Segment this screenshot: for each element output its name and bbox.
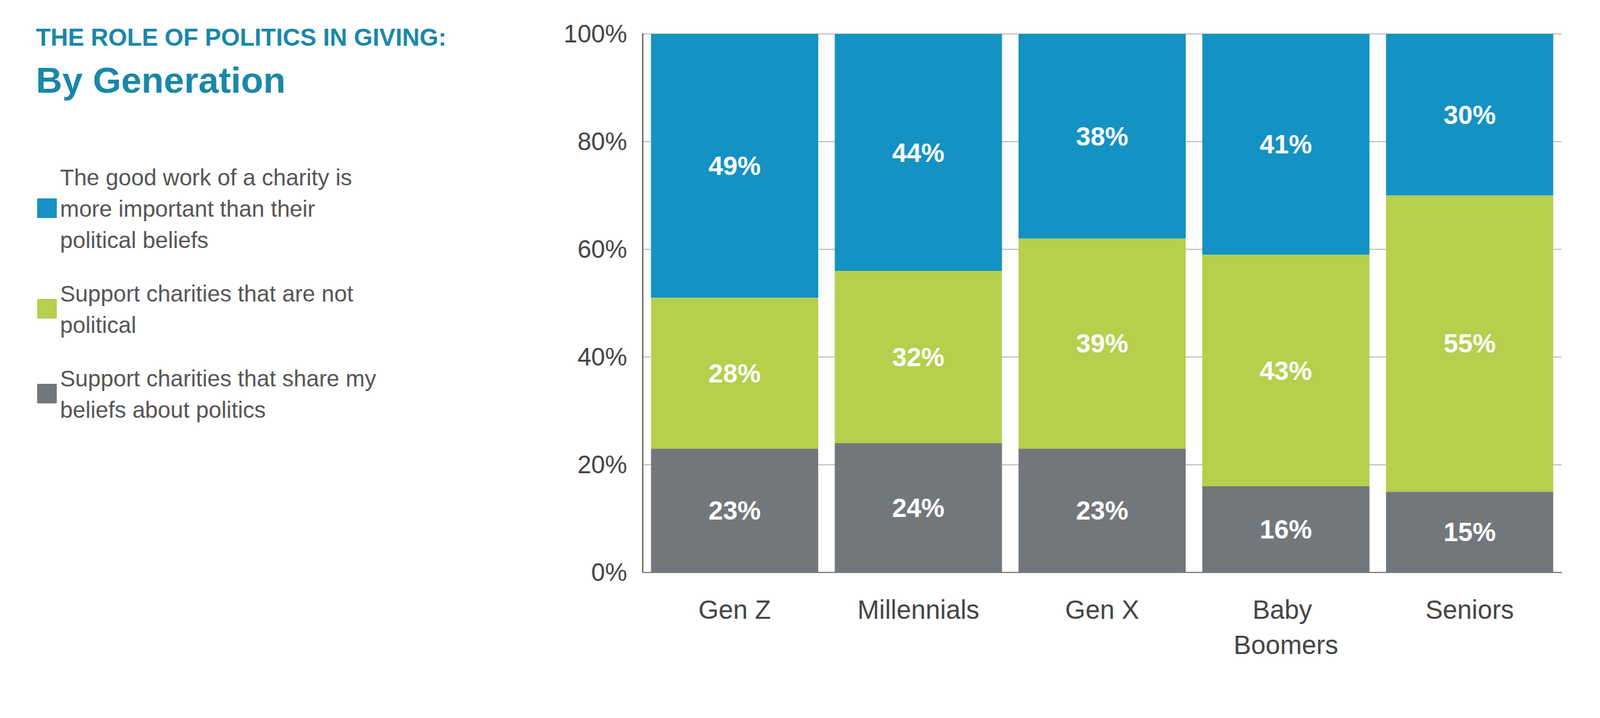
svg-text:political: political bbox=[60, 311, 137, 338]
svg-text:40%: 40% bbox=[577, 343, 628, 371]
svg-text:Baby: Baby bbox=[1252, 595, 1319, 624]
svg-text:24%: 24% bbox=[892, 493, 945, 523]
svg-text:100%: 100% bbox=[563, 20, 628, 48]
svg-text:beliefs about politics: beliefs about politics bbox=[60, 396, 266, 423]
svg-text:Gen X: Gen X bbox=[1064, 595, 1139, 624]
svg-text:32%: 32% bbox=[892, 342, 945, 372]
svg-text:23%: 23% bbox=[1076, 495, 1129, 525]
svg-text:41%: 41% bbox=[1260, 129, 1313, 159]
svg-text:By Generation: By Generation bbox=[35, 59, 286, 101]
svg-text:44%: 44% bbox=[892, 138, 945, 168]
svg-text:60%: 60% bbox=[577, 235, 628, 263]
svg-text:39%: 39% bbox=[1076, 328, 1129, 358]
svg-text:28%: 28% bbox=[708, 358, 761, 388]
svg-text:38%: 38% bbox=[1076, 122, 1129, 151]
svg-text:Boomers: Boomers bbox=[1233, 630, 1339, 660]
svg-text:0%: 0% bbox=[591, 558, 628, 586]
svg-text:political beliefs: political beliefs bbox=[60, 227, 209, 253]
svg-text:23%: 23% bbox=[708, 495, 761, 525]
svg-text:30%: 30% bbox=[1443, 100, 1496, 130]
svg-text:Gen Z: Gen Z bbox=[698, 595, 771, 624]
svg-text:more important than their: more important than their bbox=[60, 195, 322, 222]
svg-text:16%: 16% bbox=[1260, 514, 1313, 544]
svg-text:49%: 49% bbox=[708, 151, 761, 181]
svg-text:Support charities that are not: Support charities that are not bbox=[60, 280, 360, 307]
svg-text:43%: 43% bbox=[1260, 356, 1313, 385]
svg-text:55%: 55% bbox=[1443, 328, 1496, 358]
svg-text:Seniors: Seniors bbox=[1425, 595, 1514, 624]
svg-text:Support charities that share m: Support charities that share my bbox=[60, 365, 383, 391]
svg-text:80%: 80% bbox=[577, 127, 628, 156]
svg-text:THE ROLE OF POLITICS IN GIVING: THE ROLE OF POLITICS IN GIVING: bbox=[35, 24, 447, 51]
svg-text:Millennials: Millennials bbox=[857, 595, 980, 624]
svg-text:The good work of a charity is: The good work of a charity is bbox=[60, 164, 359, 190]
svg-text:15%: 15% bbox=[1443, 517, 1496, 547]
svg-text:20%: 20% bbox=[577, 450, 628, 479]
